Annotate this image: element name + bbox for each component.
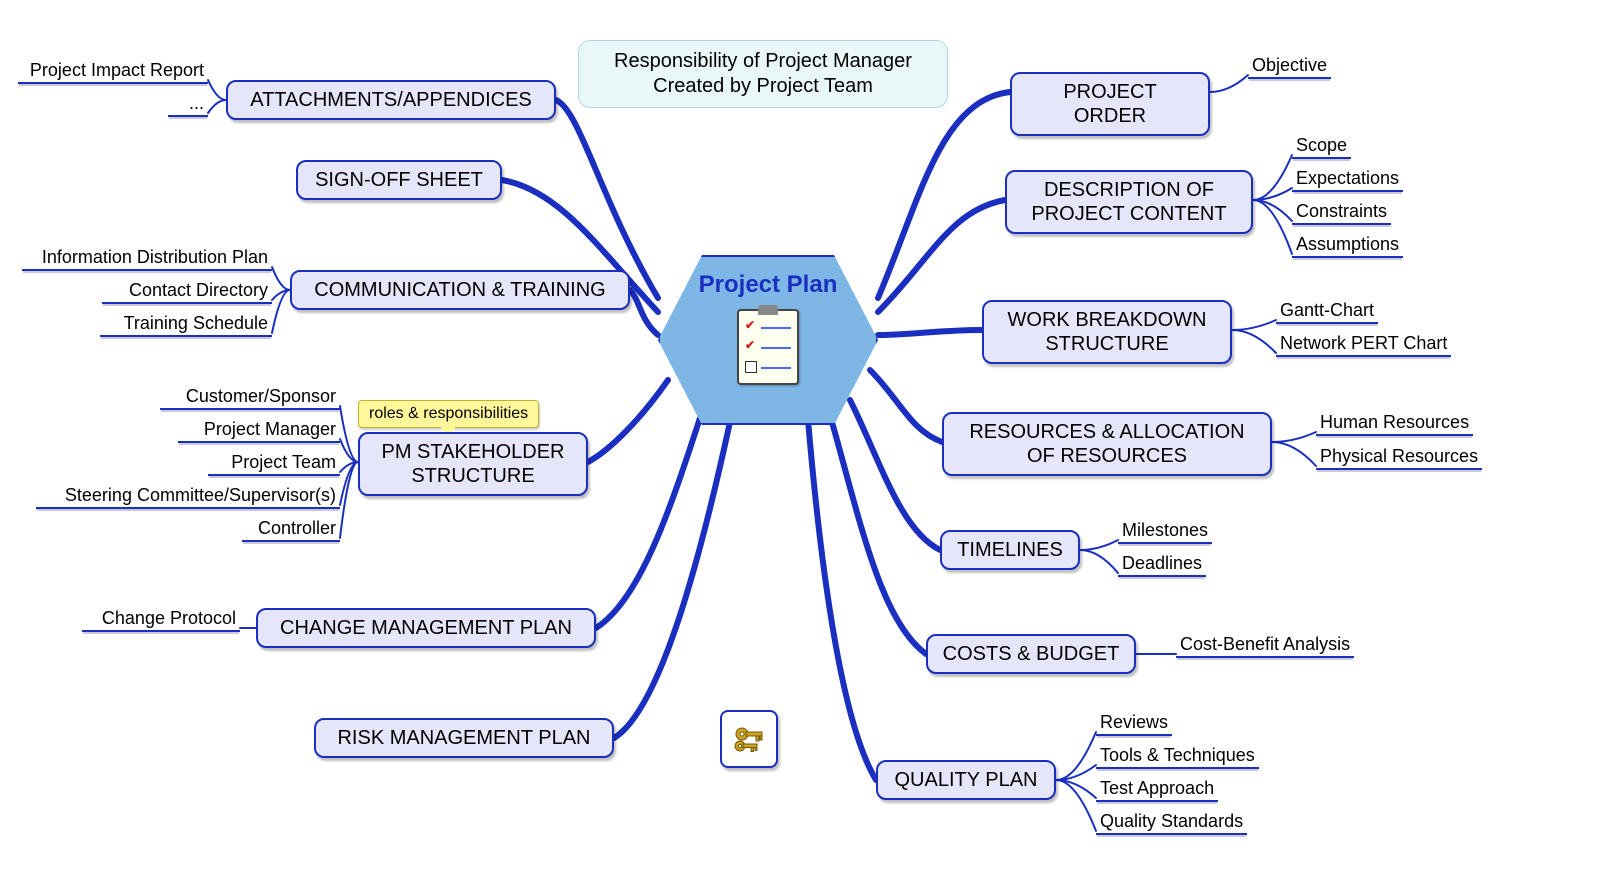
clipboard-icon [737,309,799,385]
leaf-quality-1[interactable]: Tools & Techniques [1096,745,1259,769]
leaf-timelines-1[interactable]: Deadlines [1118,553,1206,577]
leaf-description-2[interactable]: Constraints [1292,201,1391,225]
branch-description[interactable]: DESCRIPTION OF PROJECT CONTENT [1005,170,1253,234]
branch-quality[interactable]: QUALITY PLAN [876,760,1056,800]
branch-costs[interactable]: COSTS & BUDGET [926,634,1136,674]
leaf-description-3[interactable]: Assumptions [1292,234,1403,258]
branch-signoff[interactable]: SIGN-OFF SHEET [296,160,502,200]
branch-wbs[interactable]: WORK BREAKDOWN STRUCTURE [982,300,1232,364]
leaf-quality-3[interactable]: Quality Standards [1096,811,1247,835]
branch-change[interactable]: CHANGE MANAGEMENT PLAN [256,608,596,648]
leaf-communication-1[interactable]: Contact Directory [102,280,272,304]
branch-resources[interactable]: RESOURCES & ALLOCATION OF RESOURCES [942,412,1272,476]
branch-risk[interactable]: RISK MANAGEMENT PLAN [314,718,614,758]
leaf-resources-1[interactable]: Physical Resources [1316,446,1482,470]
branch-project-order[interactable]: PROJECT ORDER [1010,72,1210,136]
key-icon-box[interactable] [720,710,778,768]
branch-timelines[interactable]: TIMELINES [940,530,1080,570]
mindmap-canvas: Responsibility of Project Manager Create… [0,0,1600,884]
leaf-stakeholder-2[interactable]: Project Team [208,452,340,476]
leaf-communication-0[interactable]: Information Distribution Plan [22,247,272,271]
leaf-wbs-1[interactable]: Network PERT Chart [1276,333,1451,357]
leaf-stakeholder-0[interactable]: Customer/Sponsor [160,386,340,410]
center-title: Project Plan [699,271,838,299]
center-node[interactable]: Project Plan [658,255,878,425]
leaf-wbs-0[interactable]: Gantt-Chart [1276,300,1378,324]
leaf-change-0[interactable]: Change Protocol [82,608,240,632]
subtitle-callout: Responsibility of Project Manager Create… [578,40,948,108]
leaf-timelines-0[interactable]: Milestones [1118,520,1212,544]
leaf-resources-0[interactable]: Human Resources [1316,412,1473,436]
leaf-quality-2[interactable]: Test Approach [1096,778,1218,802]
leaf-stakeholder-1[interactable]: Project Manager [178,419,340,443]
leaf-description-1[interactable]: Expectations [1292,168,1403,192]
leaf-description-0[interactable]: Scope [1292,135,1351,159]
leaf-project-order-0[interactable]: Objective [1248,55,1331,79]
leaf-communication-2[interactable]: Training Schedule [100,313,272,337]
branch-communication[interactable]: COMMUNICATION & TRAINING [290,270,630,310]
leaf-costs-0[interactable]: Cost-Benefit Analysis [1176,634,1354,658]
roles-note: roles & responsibilities [358,400,539,428]
leaf-attachments-0[interactable]: Project Impact Report [18,60,208,84]
key-icon [731,721,767,757]
leaf-quality-0[interactable]: Reviews [1096,712,1172,736]
leaf-stakeholder-3[interactable]: Steering Committee/Supervisor(s) [36,485,340,509]
leaf-stakeholder-4[interactable]: Controller [242,518,340,542]
branch-stakeholder[interactable]: PM STAKEHOLDER STRUCTURE [358,432,588,496]
leaf-attachments-1[interactable]: ... [168,93,208,117]
branch-attachments[interactable]: ATTACHMENTS/APPENDICES [226,80,556,120]
